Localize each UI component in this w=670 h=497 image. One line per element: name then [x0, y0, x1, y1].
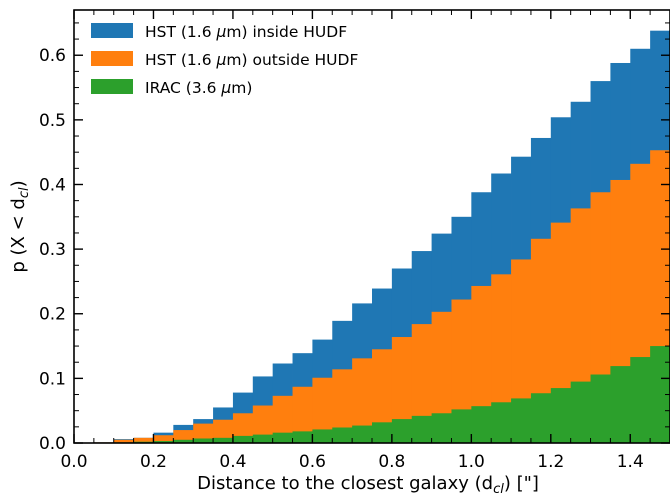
bar-series-3-bin-19 [451, 409, 472, 443]
bar-series-3-bin-17 [411, 415, 432, 443]
legend-label: IRAC (3.6 μm) [145, 79, 252, 97]
bar-series-2-bin-17 [411, 324, 432, 443]
bar-series-3-bin-25 [570, 381, 591, 443]
bar-series-3-bin-11 [292, 431, 313, 443]
bar-series-3-bin-26 [590, 374, 611, 443]
x-tick-label: 0.4 [219, 452, 246, 472]
legend: HST (1.6 μm) inside HUDF HST (1.6 μm) out… [91, 23, 358, 97]
legend-swatch [91, 79, 133, 94]
legend-swatch [91, 51, 133, 66]
bar-series-2-bin-13 [332, 369, 353, 443]
x-tick-label: 1.2 [537, 452, 564, 472]
bar-series-3-bin-7 [213, 437, 234, 443]
y-tick-label: 0.6 [39, 46, 66, 66]
bar-series-3-bin-29 [650, 346, 670, 443]
y-tick-label: 0.0 [39, 434, 66, 454]
bar-series-2-bin-15 [372, 349, 393, 443]
x-tick-label: 0.8 [378, 452, 405, 472]
x-tick-label: 0.2 [140, 452, 167, 472]
y-tick-label: 0.2 [39, 305, 66, 325]
bar-series-2-bin-10 [272, 395, 293, 443]
bar-series-2-bin-18 [431, 311, 452, 443]
x-tick-label: 1.4 [617, 452, 644, 472]
x-tick-label: 1.0 [458, 452, 485, 472]
legend-item: IRAC (3.6 μm) [91, 79, 252, 97]
y-axis-label: p (X < dcl) [8, 180, 32, 272]
legend-label: HST (1.6 μm) inside HUDF [145, 23, 347, 41]
bar-series-2-bin-4 [153, 435, 174, 443]
bar-series-3-bin-9 [252, 434, 274, 443]
bar-series-3-bin-22 [511, 398, 532, 443]
bar-series-2-bin-9 [252, 405, 274, 443]
x-axis-label: Distance to the closest galaxy (dcl) ["] [197, 473, 539, 497]
bar-series-2-bin-11 [292, 386, 313, 443]
bar-series-3-bin-23 [530, 393, 552, 443]
bar-series-3-bin-16 [391, 419, 413, 443]
bar-series-2-bin-12 [312, 377, 333, 443]
bar-series-3-bin-14 [352, 425, 373, 443]
bar-series-2-bin-24 [550, 222, 572, 443]
bar-series-3-bin-27 [610, 366, 631, 443]
legend-label: HST (1.6 μm) outside HUDF [145, 51, 358, 69]
bar-series-2-bin-14 [352, 358, 373, 443]
plot-frame [73, 9, 670, 444]
bar-series-3-bin-28 [630, 357, 651, 443]
bar-series-3-bin-4 [153, 441, 174, 443]
bar-series-2-bin-19 [451, 299, 472, 443]
bar-series-3-bin-8 [232, 435, 254, 443]
bar-series-2-bin-23 [530, 238, 552, 443]
bar-series-2-bin-22 [511, 259, 532, 443]
bar-series-3-bin-21 [491, 402, 512, 443]
bar-series-3-bin-24 [550, 388, 572, 443]
x-tick-label: 0.0 [60, 452, 87, 472]
x-tick-label: 0.6 [299, 452, 326, 472]
bar-series-3-bin-15 [372, 422, 393, 443]
bar-series-3-bin-6 [193, 438, 214, 443]
bar-series-2-bin-8 [232, 413, 254, 443]
bar-series-3-bin-13 [332, 427, 353, 443]
bar-series-2-bin-6 [193, 423, 214, 443]
bar-series-2-bin-20 [471, 285, 492, 443]
bar-series-3-bin-18 [431, 413, 452, 443]
bar-series-2-bin-2 [113, 439, 134, 443]
bar-series-3-bin-12 [312, 429, 333, 443]
y-tick-label: 0.5 [39, 111, 66, 131]
bar-series-2-bin-21 [491, 274, 512, 443]
bar-series-3-bin-10 [272, 432, 293, 443]
bar-series-2-bin-5 [173, 430, 194, 443]
bar-series-3-bin-20 [471, 406, 492, 443]
y-tick-label: 0.1 [39, 369, 66, 389]
legend-item: HST (1.6 μm) inside HUDF [91, 23, 347, 41]
y-tick-label: 0.4 [39, 175, 66, 195]
tick-labels-layer: 0.0 0.2 0.4 0.6 0.8 1.0 1.2 1.4 0.0 0.1 0.2 0.3 0.4 0… [39, 46, 644, 472]
bar-series-2-bin-3 [133, 437, 154, 443]
bar-series-2-bin-7 [213, 419, 234, 443]
bar-series-2-bin-16 [391, 337, 413, 443]
y-tick-label: 0.3 [39, 240, 66, 260]
bar-series-3-bin-5 [173, 439, 194, 443]
legend-swatch [91, 23, 133, 38]
legend-item: HST (1.6 μm) outside HUDF [91, 51, 358, 69]
bars-layer [93, 30, 670, 444]
